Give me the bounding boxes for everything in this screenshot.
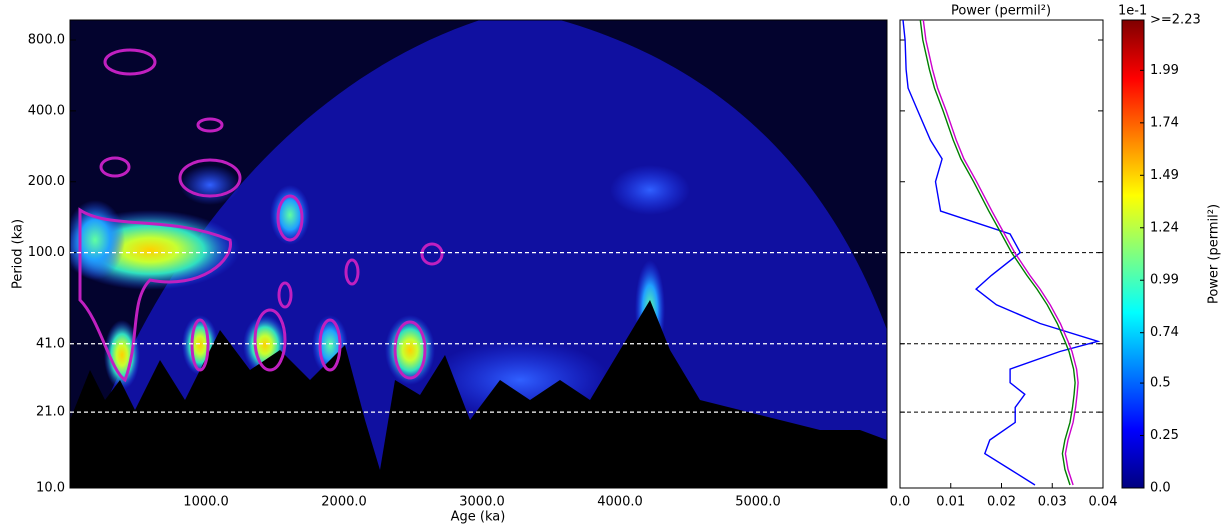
x-tick-label: 2000.0 [321, 495, 367, 510]
colorbar-label: Power (permil²) [1207, 204, 1222, 304]
y-tick-label: 400.0 [28, 103, 65, 118]
power-blob [385, 315, 435, 385]
power-blob [70, 200, 125, 280]
y-tick-label: 41.0 [36, 336, 65, 351]
y-axis-label: Period (ka) [11, 219, 26, 289]
colorbar-offset: 1e-1 [1118, 4, 1147, 19]
y-tick-label: 21.0 [36, 405, 65, 420]
scalogram [70, 20, 887, 488]
colorbar-tick-label: 0.0 [1150, 481, 1171, 496]
x-tick-label: 5000.0 [735, 495, 781, 510]
y-tick-label: 100.0 [28, 245, 65, 260]
colorbar-tick-label: 1.74 [1150, 115, 1179, 130]
spectrum-line [919, 19, 1076, 486]
colorbar-tick-label: >=2.23 [1150, 13, 1201, 28]
x-tick-label: 1000.0 [183, 495, 229, 510]
spectrum-frame [899, 19, 1104, 489]
spectrum-x-tick-label: 0.03 [1038, 495, 1067, 510]
colorbar-tick-label: 0.5 [1150, 376, 1171, 391]
x-tick-label: 3000.0 [459, 495, 505, 510]
spectrum-line [902, 19, 1101, 486]
power-blob [270, 185, 310, 245]
power-blob [104, 320, 140, 390]
no-data-region [70, 300, 887, 488]
y-tick-label: 10.0 [36, 481, 65, 496]
spectrum-line [922, 19, 1079, 486]
x-axis-label: Age (ka) [451, 510, 506, 525]
spectrum-x-tick-label: 0.04 [1089, 495, 1118, 510]
spectrum-x-tick-label: 0.01 [936, 495, 965, 510]
colorbar-tick-label: 0.25 [1150, 428, 1179, 443]
y-tick-label: 800.0 [28, 33, 65, 48]
x-tick-label: 4000.0 [597, 495, 643, 510]
colorbar-tick-label: 1.49 [1150, 168, 1179, 183]
colorbar-tick-label: 1.99 [1150, 63, 1179, 78]
spectrum-x-tick-label: 0.02 [987, 495, 1016, 510]
spectrum-title: Power (permil²) [951, 4, 1051, 19]
main-frame [69, 19, 888, 489]
power-blob [610, 165, 690, 215]
spectrum-x-tick-label: 0.0 [890, 495, 911, 510]
y-tick-label: 200.0 [28, 174, 65, 189]
significance-contours [78, 48, 444, 383]
colorbar-tick-label: 0.99 [1150, 273, 1179, 288]
colorbar [1121, 19, 1145, 489]
power-blob [180, 165, 240, 205]
colorbar-tick-label: 1.24 [1150, 220, 1179, 235]
colorbar-tick-label: 0.74 [1150, 325, 1179, 340]
